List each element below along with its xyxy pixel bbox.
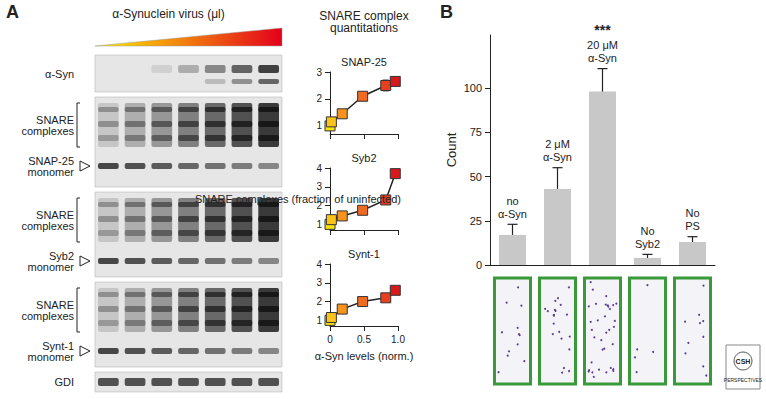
svg-text:Syb2: Syb2 [635,238,660,250]
svg-text:B: B [440,2,453,22]
svg-text:SNARE: SNARE [36,113,74,126]
svg-text:Syb2: Syb2 [48,249,74,262]
svg-text:Syb2: Syb2 [351,152,376,164]
svg-text:25: 25 [470,215,482,227]
svg-text:Synt-1: Synt-1 [42,339,74,352]
svg-text:100: 100 [464,82,482,94]
svg-text:0: 0 [476,259,482,271]
svg-text:SNAP-25: SNAP-25 [341,56,387,68]
svg-text:Synt-1: Synt-1 [348,248,380,260]
svg-text:α-Syn: α-Syn [498,208,527,220]
svg-text:0.5: 0.5 [357,334,371,345]
svg-text:75: 75 [470,126,482,138]
svg-text:monomer: monomer [28,166,75,178]
svg-text:3: 3 [316,277,322,288]
svg-text:4: 4 [316,163,322,174]
svg-text:SNARE: SNARE [36,298,74,311]
svg-text:SNARE complexes (fraction of u: SNARE complexes (fraction of uninfected) [195,193,401,205]
svg-text:3: 3 [316,67,322,78]
svg-text:3: 3 [316,181,322,192]
svg-text:50: 50 [470,171,482,183]
svg-text:SNARE: SNARE [36,208,74,221]
svg-text:1: 1 [316,315,322,326]
svg-text:1: 1 [316,120,322,131]
svg-text:2 μM: 2 μM [545,138,570,150]
svg-text:quantitations: quantitations [330,21,398,35]
svg-text:SNARE complex: SNARE complex [319,9,409,23]
svg-text:1.0: 1.0 [391,334,405,345]
svg-text:Count: Count [444,132,459,167]
svg-text:GDI: GDI [54,376,74,388]
svg-text:monomer: monomer [28,261,75,273]
svg-text:α-Syn: α-Syn [45,68,74,80]
svg-text:PS: PS [685,220,700,232]
svg-text:α-Synuclein virus (μl): α-Synuclein virus (μl) [112,7,225,21]
svg-text:α-Syn: α-Syn [588,52,617,64]
svg-text:no: no [506,195,518,207]
svg-text:***: *** [594,22,611,38]
svg-text:2: 2 [316,296,322,307]
svg-text:CSH: CSH [736,358,751,365]
svg-text:A: A [6,2,19,22]
svg-text:No: No [685,207,699,219]
svg-text:complexes: complexes [21,125,74,137]
svg-text:4: 4 [316,259,322,270]
svg-text:monomer: monomer [28,351,75,363]
svg-text:0: 0 [327,334,333,345]
svg-text:SNAP-25: SNAP-25 [28,154,74,167]
svg-text:α-Syn: α-Syn [543,151,572,163]
svg-text:2: 2 [316,200,322,212]
svg-text:2: 2 [316,93,322,104]
svg-text:1: 1 [316,219,322,230]
svg-text:No: No [640,225,654,237]
svg-text:20 μM: 20 μM [587,39,618,51]
svg-text:α-Syn levels (norm.): α-Syn levels (norm.) [315,350,414,362]
svg-text:complexes: complexes [21,220,74,232]
svg-text:complexes: complexes [21,310,74,322]
svg-text:PERSPECTIVES: PERSPECTIVES [724,377,763,383]
